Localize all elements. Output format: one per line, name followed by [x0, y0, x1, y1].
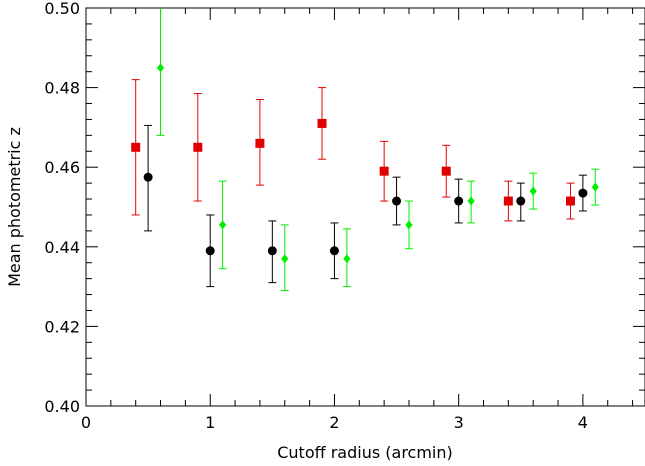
diamond-marker [591, 182, 599, 192]
y-tick-label: 0.44 [44, 238, 80, 257]
tick-labels: 0 1 2 3 4 0.40 0.42 0.44 0.46 0.48 0.50 [44, 0, 588, 432]
square-marker [255, 138, 265, 148]
diamond-marker [343, 254, 351, 264]
square-marker [503, 196, 513, 206]
square-marker [131, 142, 141, 152]
diamond-marker [405, 220, 413, 230]
circle-marker [578, 188, 588, 198]
circle-marker [329, 246, 339, 256]
x-tick-label: 0 [81, 413, 91, 432]
x-tick-label: 4 [578, 413, 588, 432]
circle-marker [454, 196, 464, 206]
square-marker [565, 196, 575, 206]
y-tick-label: 0.42 [44, 317, 80, 336]
diamond-marker [529, 186, 537, 196]
data-markers [131, 63, 599, 264]
diamond-marker [156, 63, 165, 73]
circle-marker [205, 246, 215, 256]
diamond-marker [467, 196, 475, 206]
square-marker [317, 118, 327, 128]
y-tick-label: 0.48 [44, 79, 80, 98]
y-tick-label: 0.50 [44, 0, 80, 18]
circle-marker [516, 196, 526, 206]
square-marker [441, 166, 451, 176]
circle-marker [143, 172, 153, 182]
x-axis-label: Cutoff radius (arcmin) [277, 443, 453, 462]
axis-ticks [85, 7, 645, 407]
diamond-marker [281, 254, 289, 264]
y-axis-label: Mean photometric z [5, 127, 24, 287]
x-tick-label: 1 [205, 413, 215, 432]
diamond-marker [219, 220, 227, 230]
plot-frame [85, 7, 645, 407]
square-marker [379, 166, 389, 176]
circle-marker [267, 246, 277, 256]
y-tick-label: 0.46 [44, 158, 80, 177]
y-tick-label: 0.40 [44, 397, 80, 416]
x-tick-label: 2 [329, 413, 339, 432]
square-marker [193, 142, 203, 152]
x-tick-label: 3 [454, 413, 464, 432]
circle-marker [392, 196, 402, 206]
